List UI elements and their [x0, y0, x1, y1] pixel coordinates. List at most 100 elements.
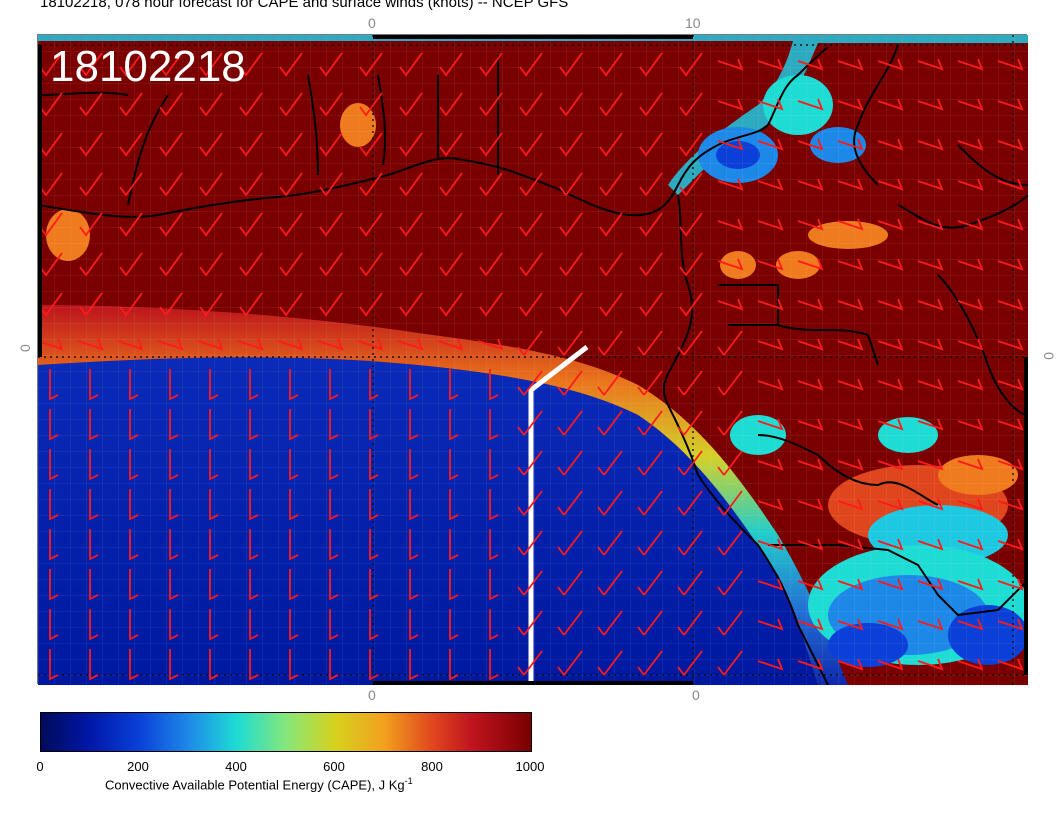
wind-barb: [717, 330, 743, 356]
wind-barb: [239, 172, 263, 197]
wind-barb: [289, 569, 299, 601]
wind-barb: [249, 409, 259, 441]
wind-barb: [399, 292, 423, 317]
wind-barb: [757, 58, 784, 71]
wind-barb: [359, 52, 383, 77]
wind-barb: [319, 172, 343, 197]
wind-barb: [279, 52, 303, 77]
wind-barb: [997, 218, 1024, 231]
wind-barb: [877, 378, 904, 391]
wind-barb: [519, 52, 543, 77]
wind-barb: [239, 252, 263, 277]
wind-barb: [369, 529, 379, 561]
wind-barb: [239, 212, 263, 237]
wind-barb: [79, 172, 103, 197]
wind-barb: [409, 529, 419, 561]
wind-barb: [129, 449, 139, 481]
wind-barb: [119, 212, 143, 237]
wind-barb: [637, 330, 663, 356]
wind-barb: [757, 378, 784, 391]
bottom-left-lon-label: 0: [368, 687, 376, 703]
wind-barb: [89, 609, 99, 641]
wind-barb: [837, 138, 864, 151]
colorbar-tick-800: 800: [421, 759, 443, 774]
wind-barb: [917, 98, 944, 111]
wind-barb: [209, 449, 219, 481]
colorbar-label-text: Convective Available Potential Energy (C…: [105, 777, 405, 793]
wind-barb: [877, 218, 904, 231]
wind-barb: [409, 409, 419, 441]
wind-barb: [89, 489, 99, 521]
wind-barb: [997, 498, 1024, 511]
wind-barb: [89, 449, 99, 481]
wind-barb: [279, 292, 303, 317]
wind-barb: [329, 649, 339, 681]
wind-barb: [997, 458, 1024, 471]
wind-barb: [159, 172, 183, 197]
wind-barb: [517, 410, 543, 436]
wind-barb: [449, 529, 459, 561]
wind-barb: [797, 658, 824, 671]
wind-barb: [917, 498, 944, 511]
wind-barb: [797, 98, 824, 111]
wind-barb: [597, 450, 623, 476]
wind-barb: [129, 489, 139, 521]
wind-barb: [439, 252, 463, 277]
wind-barb: [249, 369, 259, 401]
wind-barb: [329, 609, 339, 641]
wind-barb: [209, 529, 219, 561]
wind-barb: [797, 378, 824, 391]
wind-barb: [717, 450, 743, 476]
wind-barb: [837, 418, 864, 431]
wind-barb: [917, 378, 944, 391]
wind-barb: [449, 449, 459, 481]
wind-barb: [757, 98, 784, 111]
wind-barb: [639, 252, 663, 277]
wind-barb: [757, 458, 784, 471]
wind-barb: [489, 489, 499, 521]
wind-barb: [79, 132, 103, 157]
wind-barb: [209, 409, 219, 441]
wind-barb: [519, 172, 543, 197]
wind-barb: [517, 610, 543, 636]
wind-barb: [957, 58, 984, 71]
wind-barb: [757, 538, 784, 551]
colorbar-tick-600: 600: [323, 759, 345, 774]
wind-barb: [49, 569, 59, 601]
wind-barb: [77, 338, 104, 351]
wind-barb: [399, 212, 423, 237]
wind-barb: [797, 178, 824, 191]
wind-barb: [449, 649, 459, 681]
wind-barb: [957, 338, 984, 351]
wind-barb: [359, 212, 383, 237]
wind-barb: [209, 569, 219, 601]
wind-barb: [757, 258, 784, 271]
wind-barb: [79, 252, 103, 277]
wind-barb: [449, 489, 459, 521]
wind-barb: [237, 338, 264, 351]
wind-barb: [559, 172, 583, 197]
wind-barb: [129, 369, 139, 401]
wind-barb: [557, 490, 583, 516]
wind-barb: [329, 449, 339, 481]
wind-barb: [399, 132, 423, 157]
top-edge-bar: [373, 35, 693, 39]
wind-barb: [679, 212, 703, 237]
wind-barb: [837, 658, 864, 671]
wind-barb: [997, 178, 1024, 191]
wind-barb: [559, 212, 583, 237]
wind-barb: [38, 338, 64, 351]
wind-barb: [997, 58, 1024, 71]
date-stamp: 18102218: [50, 42, 246, 91]
wind-barb: [597, 530, 623, 556]
wind-barb: [249, 489, 259, 521]
wind-barb: [677, 410, 703, 436]
wind-barb: [89, 369, 99, 401]
wind-barb: [399, 172, 423, 197]
wind-barb: [557, 450, 583, 476]
wind-barb: [717, 610, 743, 636]
wind-barb: [409, 649, 419, 681]
wind-barb: [119, 252, 143, 277]
wind-barb: [449, 609, 459, 641]
wind-barb: [479, 132, 503, 157]
